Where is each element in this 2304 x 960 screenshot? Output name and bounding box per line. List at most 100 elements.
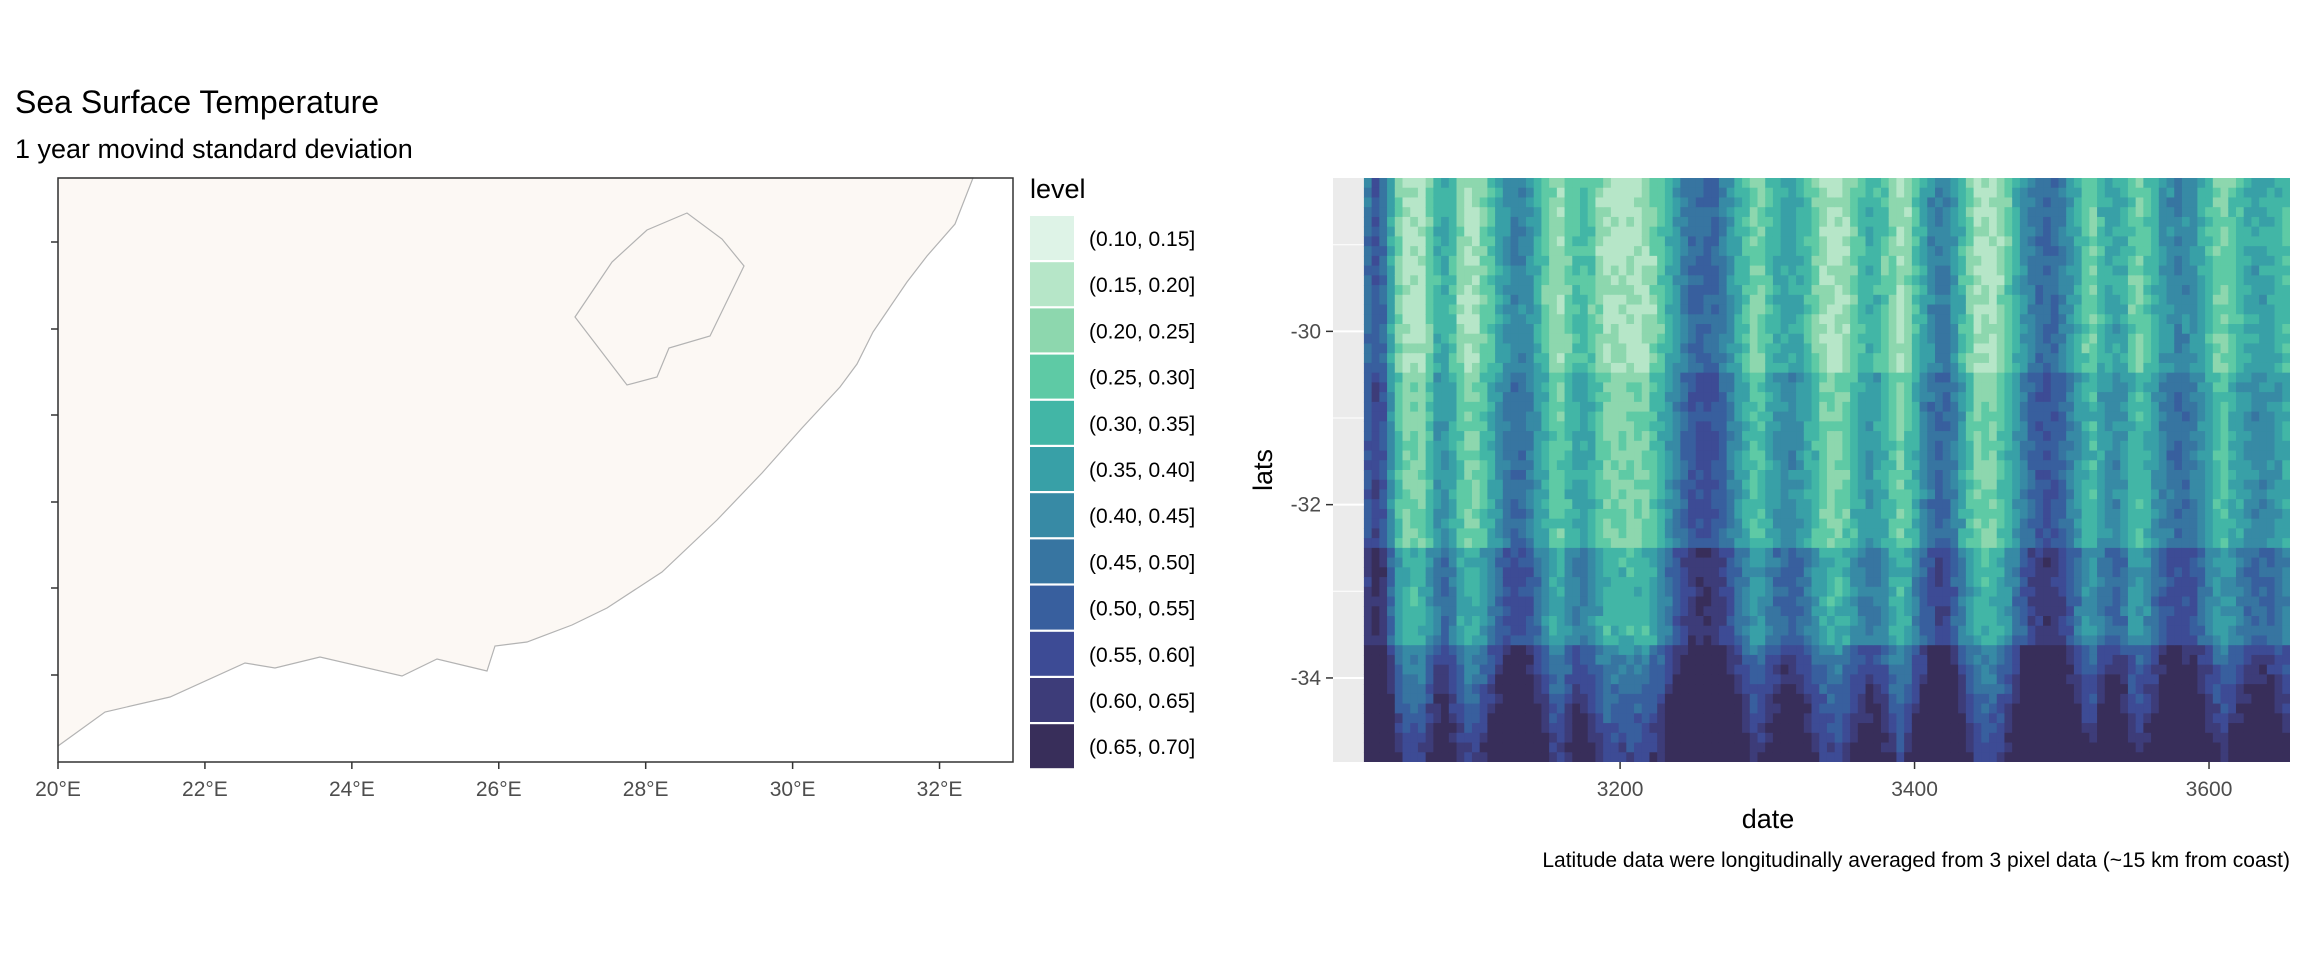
heatmap-cell xyxy=(1826,324,1836,335)
heatmap-cell xyxy=(1556,732,1566,744)
heatmap-cell xyxy=(1533,236,1543,247)
heatmap-cell xyxy=(1919,567,1928,578)
heatmap-cell xyxy=(1749,362,1759,374)
heatmap-cell xyxy=(1657,752,1666,762)
heatmap-cell xyxy=(1803,431,1813,442)
heatmap-cell xyxy=(1626,314,1635,325)
heatmap-cell xyxy=(1371,508,1380,520)
heatmap-cell xyxy=(1363,489,1373,500)
heatmap-cell xyxy=(1525,470,1535,481)
heatmap-cell xyxy=(1788,479,1797,491)
heatmap-cell xyxy=(1487,596,1496,607)
heatmap-cell xyxy=(1780,674,1789,685)
heatmap-cell xyxy=(1448,547,1458,559)
heatmap-cell xyxy=(1981,226,1990,237)
heatmap-cell xyxy=(1556,606,1566,617)
heatmap-cell xyxy=(1873,362,1882,374)
heatmap-cell xyxy=(1379,635,1388,646)
heatmap-cell xyxy=(1456,635,1465,646)
heatmap-cell xyxy=(1433,187,1442,199)
heatmap-cell xyxy=(1896,742,1905,753)
heatmap-cell xyxy=(1935,674,1944,685)
heatmap-cell xyxy=(1680,723,1689,734)
heatmap-cell xyxy=(1973,392,1982,403)
heatmap-cell xyxy=(1911,178,1921,189)
heatmap-cell xyxy=(1973,645,1982,656)
heatmap-cell xyxy=(1749,742,1759,753)
heatmap-cell xyxy=(1688,460,1697,471)
heatmap-cell xyxy=(1549,362,1558,374)
heatmap-cell xyxy=(1680,285,1689,296)
heatmap-cell xyxy=(1634,431,1643,442)
heatmap-cell xyxy=(1580,567,1589,578)
heatmap-cell xyxy=(1703,411,1712,422)
heatmap-cell xyxy=(1410,440,1419,452)
heatmap-cell xyxy=(1973,304,1982,315)
heatmap-cell xyxy=(1888,499,1898,510)
heatmap-cell xyxy=(1695,197,1705,208)
heatmap-cell xyxy=(1896,265,1905,276)
heatmap-cell xyxy=(1718,216,1728,228)
heatmap-cell xyxy=(1618,499,1627,510)
heatmap-cell xyxy=(1564,294,1573,306)
heatmap-cell xyxy=(1664,207,1674,218)
heatmap-cell xyxy=(1502,304,1512,315)
heatmap-cell xyxy=(1402,460,1411,471)
heatmap-cell xyxy=(1471,577,1481,588)
heatmap-cell xyxy=(1904,246,1913,257)
heatmap-cell xyxy=(1595,713,1604,724)
heatmap-cell xyxy=(1487,557,1496,568)
heatmap-cell xyxy=(1919,392,1928,403)
heatmap-cell xyxy=(1402,713,1411,724)
heatmap-cell xyxy=(1989,713,1998,724)
heatmap-cell xyxy=(1541,372,1550,383)
heatmap-cell xyxy=(1610,265,1620,276)
heatmap-cell xyxy=(1703,294,1712,306)
heatmap-cell xyxy=(1865,752,1874,762)
heatmap-cell xyxy=(1772,236,1782,247)
heatmap-cell xyxy=(1634,207,1643,218)
heatmap-cell xyxy=(1695,577,1705,588)
heatmap-cell xyxy=(1448,450,1458,461)
heatmap-cell xyxy=(1487,324,1496,335)
heatmap-cell xyxy=(1603,538,1612,549)
heatmap-cell xyxy=(1765,635,1774,646)
heatmap-cell xyxy=(1456,625,1465,637)
heatmap-cell xyxy=(1796,674,1805,685)
heatmap-cell xyxy=(1888,294,1898,306)
heatmap-cell xyxy=(1965,304,1975,315)
heatmap-cell xyxy=(1989,547,1998,559)
heatmap-cell xyxy=(1850,372,1859,383)
heatmap-cell xyxy=(1595,479,1604,491)
heatmap-cell xyxy=(1680,732,1689,744)
heatmap-cell xyxy=(1634,499,1643,510)
heatmap-cell xyxy=(1587,246,1597,257)
heatmap-cell xyxy=(1796,197,1805,208)
heatmap-cell xyxy=(1811,693,1820,705)
heatmap-cell xyxy=(1711,547,1720,559)
heatmap-cell xyxy=(1958,625,1967,637)
heatmap-cell xyxy=(1904,684,1913,695)
heatmap-cell xyxy=(1826,450,1836,461)
heatmap-cell xyxy=(1487,197,1496,208)
heatmap-cell xyxy=(1919,684,1928,695)
heatmap-cell xyxy=(1641,557,1651,568)
heatmap-cell xyxy=(1549,703,1558,714)
heatmap-cell xyxy=(1610,586,1620,598)
heatmap-cell xyxy=(1850,596,1859,607)
heatmap-cell xyxy=(1556,635,1566,646)
heatmap-cell xyxy=(1441,294,1450,306)
heatmap-cell xyxy=(1425,450,1434,461)
heatmap-cell xyxy=(1479,304,1488,315)
heatmap-cell xyxy=(1657,538,1666,549)
heatmap-cell xyxy=(1572,392,1581,403)
heatmap-cell xyxy=(1672,752,1681,762)
heatmap-cell xyxy=(1973,616,1982,627)
heatmap-cell xyxy=(1657,382,1666,393)
heatmap-cell xyxy=(1641,255,1651,267)
heatmap-cell xyxy=(1973,197,1982,208)
heatmap-cell xyxy=(1703,353,1712,364)
heatmap-cell xyxy=(1680,187,1689,199)
heatmap-cell xyxy=(1757,723,1766,734)
heatmap-cell xyxy=(1757,353,1766,364)
